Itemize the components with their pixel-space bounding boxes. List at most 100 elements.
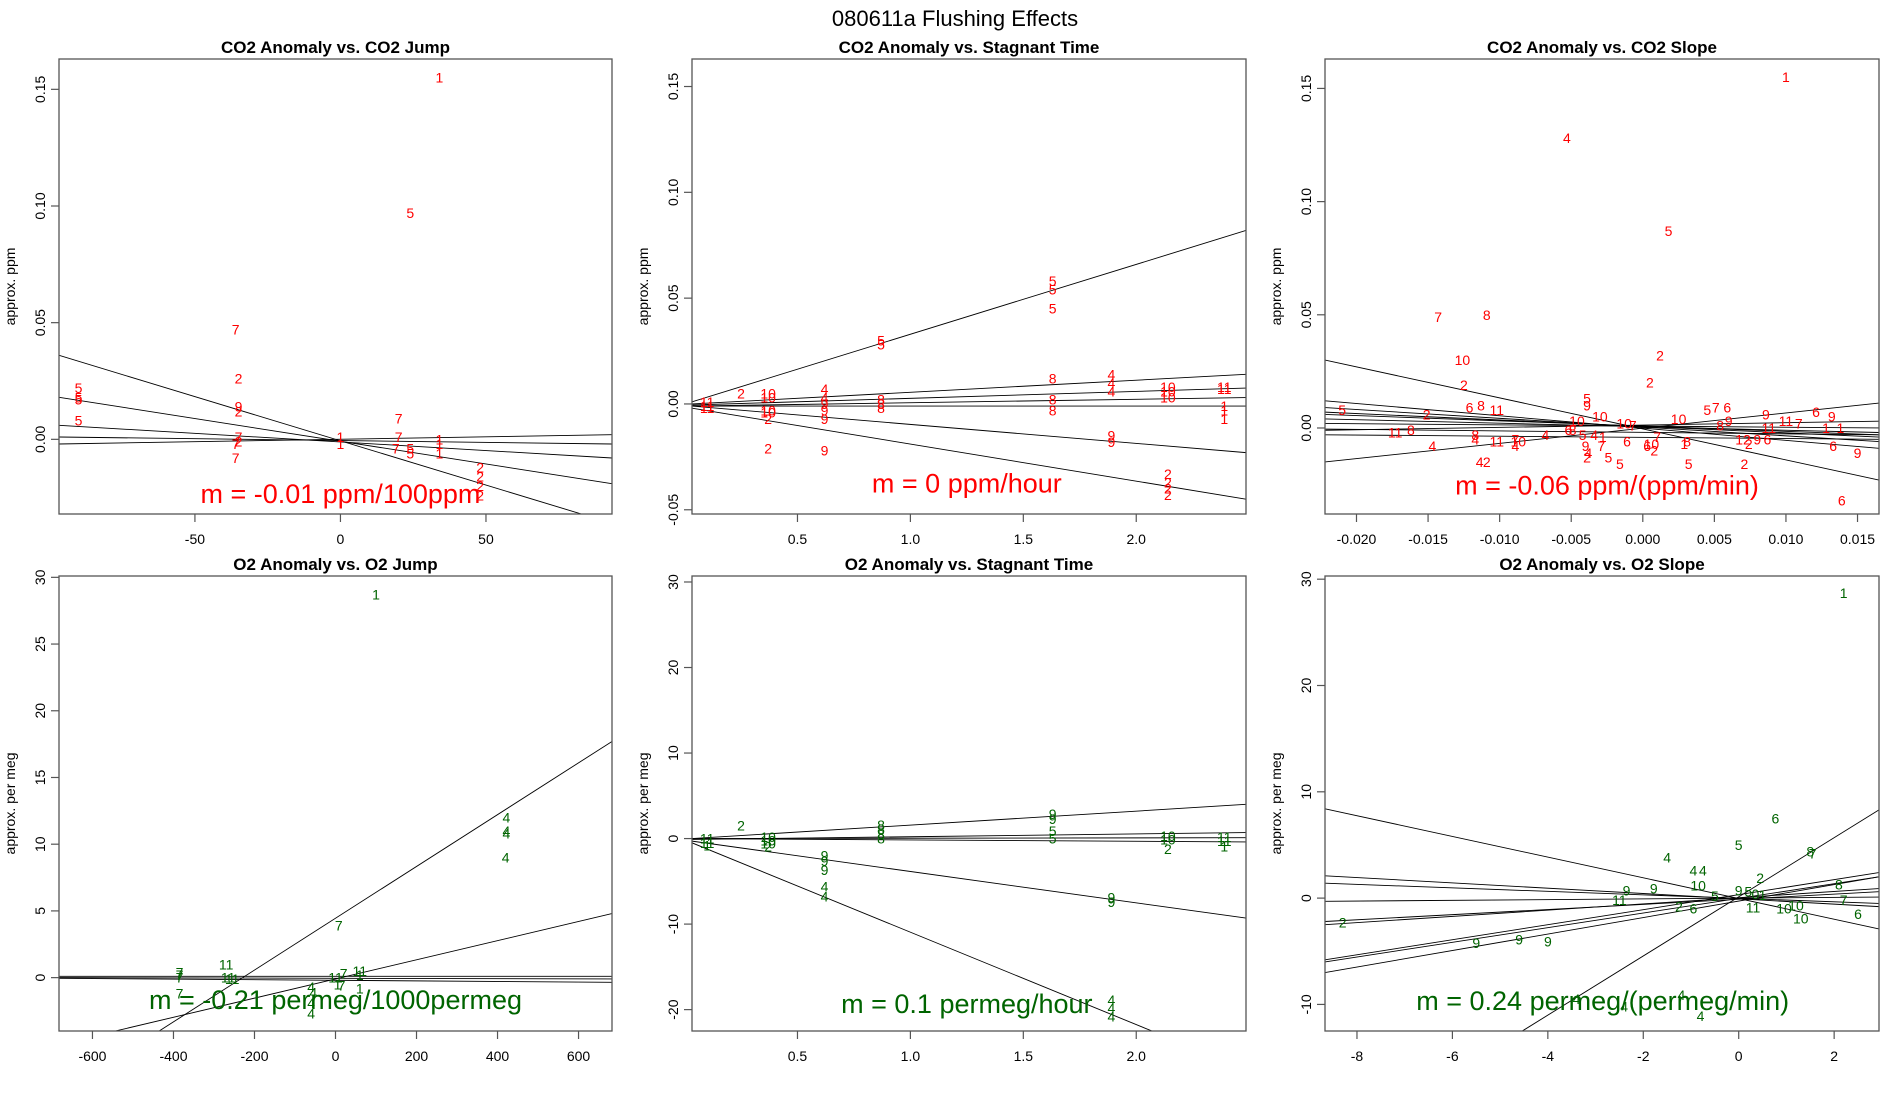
data-point-label: 9	[1623, 883, 1631, 899]
x-tick-label: -0.020	[1337, 531, 1377, 547]
data-point-label: 5	[1049, 823, 1057, 839]
data-point-label: 7	[1597, 438, 1605, 454]
regression-line	[1325, 434, 1879, 440]
data-point-label: 10	[1592, 409, 1608, 425]
data-point-label: 8	[1049, 392, 1057, 408]
x-tick-label: -0.005	[1551, 531, 1591, 547]
data-point-label: 4	[503, 810, 511, 826]
regression-line	[1325, 420, 1879, 431]
panel-top-middle: CO2 Anomaly vs. Stagnant Time approx. ppm…	[635, 38, 1247, 547]
data-point-label: 9	[821, 396, 829, 412]
data-point-label: 6	[1623, 434, 1631, 450]
data-point-label: 2	[476, 487, 484, 503]
data-point-label: 1	[356, 967, 364, 983]
y-tick-label: 30	[1298, 571, 1314, 587]
regression-line	[1325, 413, 1879, 436]
y-tick-label: 0	[665, 834, 681, 842]
data-point-label: 2	[737, 818, 745, 834]
slope-annotation: m = -0.21 permeg/1000permeg	[149, 985, 522, 1015]
x-tick-label: 0	[337, 531, 345, 547]
regression-line	[692, 373, 1246, 405]
data-point-label: 6	[1829, 438, 1837, 454]
data-point-label: 10	[1160, 831, 1176, 847]
data-point-label: 7	[1795, 415, 1803, 431]
panel-top-right: CO2 Anomaly vs. CO2 Slope approx. ppm -0.0…	[1268, 38, 1880, 547]
y-axis-label: approx. per meg	[1268, 753, 1284, 855]
y-tick-label: 0.00	[32, 425, 48, 452]
data-point-label: 7	[1653, 429, 1661, 445]
data-point-label: 1	[436, 445, 444, 461]
data-point-label: 6	[1643, 438, 1651, 454]
regression-line	[1325, 402, 1879, 463]
data-point-label: 4	[1563, 130, 1571, 146]
data-point-label: 11	[1217, 381, 1232, 397]
data-point-label: 8	[877, 392, 885, 408]
data-point-label: 9	[1854, 445, 1862, 461]
x-tick-label: 0	[332, 1048, 340, 1064]
x-tick-label: -600	[78, 1048, 106, 1064]
data-point-label: 8	[1049, 402, 1057, 418]
data-point-label: 9	[821, 443, 829, 459]
data-point-label: 5	[1735, 837, 1743, 853]
plot-frame	[1324, 58, 1880, 515]
data-point-label: 4	[1107, 992, 1115, 1008]
data-point-label: 4	[1678, 987, 1686, 1003]
x-tick-label: 2.0	[1127, 1048, 1147, 1064]
data-point-label: 1	[1822, 420, 1830, 436]
data-point-label: 2	[476, 459, 484, 475]
data-point-label: 6	[1689, 901, 1697, 917]
regression-line	[1325, 359, 1879, 481]
data-point-label: 9	[1544, 934, 1552, 950]
data-point-label: 4	[307, 1006, 315, 1022]
data-point-label: 10	[1160, 383, 1176, 399]
data-point-label: 7	[1809, 845, 1817, 861]
data-point-label: 7	[340, 966, 348, 982]
regression-line	[1325, 876, 1879, 963]
data-point-label: 1	[1680, 436, 1688, 452]
data-point-label: 2	[737, 385, 745, 401]
data-point-label: 5	[75, 392, 83, 408]
regression-line	[1325, 896, 1879, 902]
y-tick-label: 0.15	[32, 75, 48, 102]
y-tick-label: 20	[32, 703, 48, 719]
data-point-label: 7	[1511, 431, 1519, 447]
data-point-label: 6	[1838, 492, 1846, 508]
data-point-label: 4	[1107, 366, 1115, 382]
x-tick-label: 1.5	[1014, 531, 1034, 547]
data-point-label: 9	[235, 399, 243, 415]
data-point-label: 2	[1483, 454, 1491, 470]
data-point-label: 2	[764, 440, 772, 456]
data-point-label: 1	[1220, 838, 1228, 854]
y-axis-label: approx. per meg	[2, 753, 18, 855]
y-tick-label: -10	[1298, 994, 1314, 1014]
overall-fit-line	[59, 977, 612, 983]
data-point-label: 2	[476, 469, 484, 485]
data-point-label: 2	[1164, 466, 1172, 482]
slope-annotation: m = 0.1 permeg/hour	[841, 989, 1092, 1019]
data-point-label: 7	[335, 918, 343, 934]
regression-line	[1521, 809, 1879, 1031]
data-point-label: 8	[1483, 307, 1491, 323]
data-point-label: 4	[1689, 862, 1697, 878]
data-point-label: 11	[1761, 420, 1776, 436]
y-tick-label: 10	[32, 836, 48, 852]
data-point-label: 4	[1590, 427, 1598, 443]
plot-frame	[691, 58, 1247, 515]
data-point-label: 1	[1599, 429, 1607, 445]
data-point-label: 11	[1746, 900, 1761, 916]
plot-frame	[58, 58, 613, 515]
data-point-label: 7	[395, 429, 403, 445]
data-point-label: 2	[1583, 449, 1591, 465]
data-point-label: 2	[1164, 487, 1172, 503]
regression-line	[1325, 808, 1879, 930]
data-point-label: 5	[1685, 456, 1693, 472]
plot-frame	[1324, 575, 1880, 1032]
data-point-label: 9	[821, 411, 829, 427]
x-tick-label: -200	[240, 1048, 268, 1064]
data-point-label: 11	[1217, 829, 1232, 845]
x-tick-label: -6	[1446, 1048, 1459, 1064]
